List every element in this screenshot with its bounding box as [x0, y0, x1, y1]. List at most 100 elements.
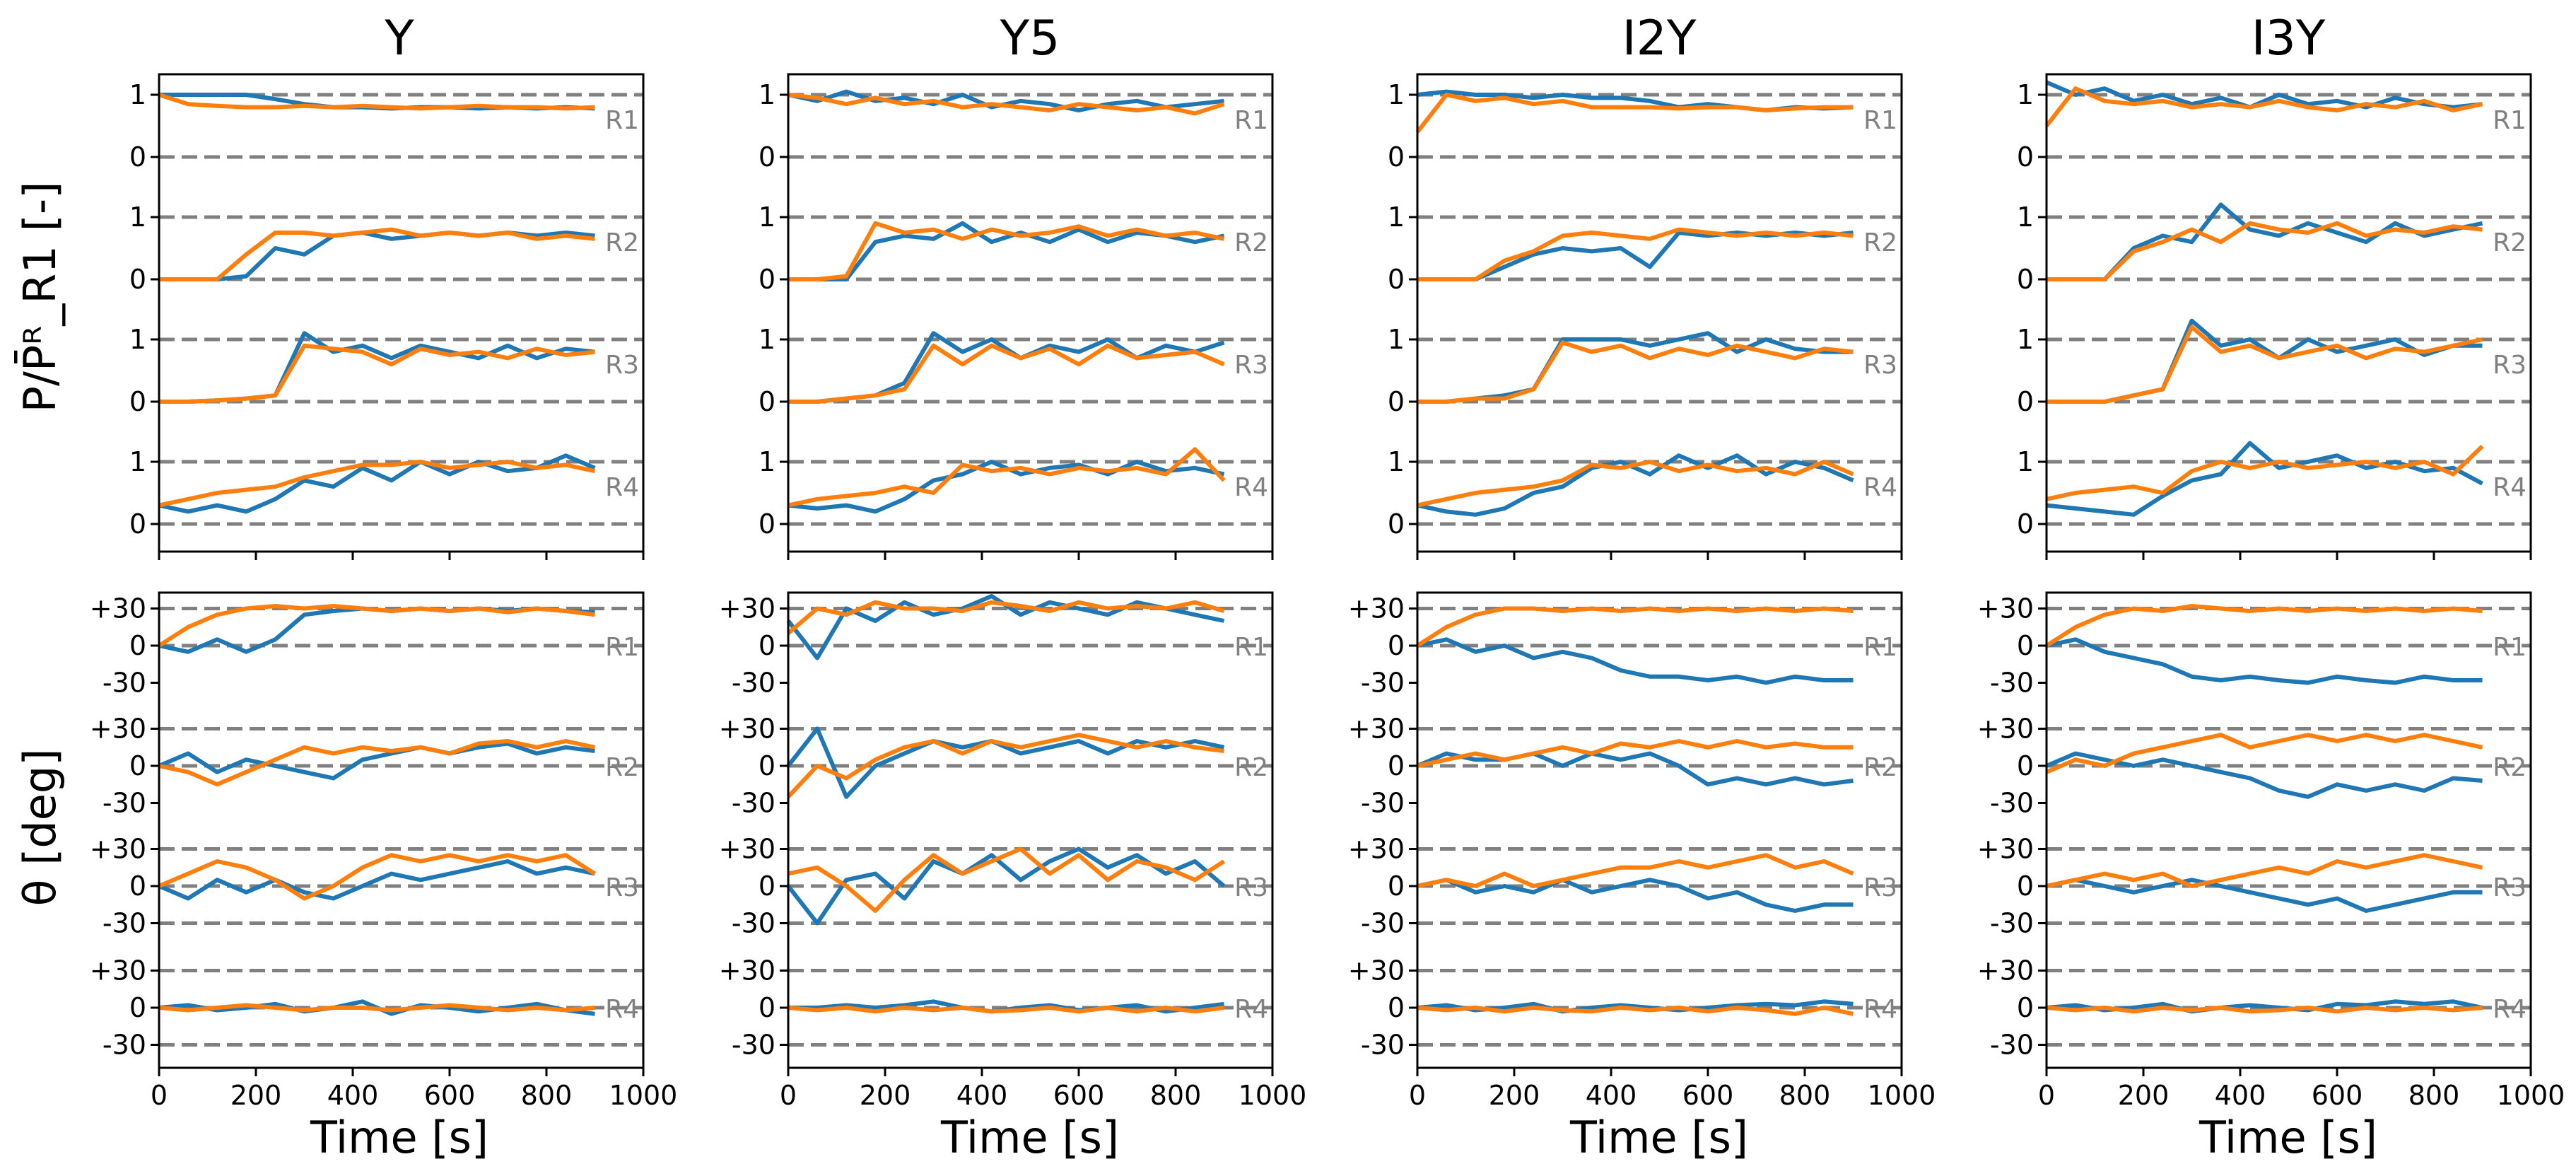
x-tick-label: 800: [521, 1080, 573, 1111]
series-line-r1-orange: [158, 604, 595, 648]
y-tick-label: +30: [1977, 593, 2034, 624]
series-line-r2-orange: [1417, 739, 1854, 768]
turbine-label: R2: [2493, 228, 2527, 257]
y-tick-label: 0: [759, 141, 775, 173]
y-tick-label: +30: [719, 714, 775, 745]
series-line-r3-orange: [159, 343, 595, 404]
y-tick-label: 0: [759, 992, 775, 1023]
series-line-r2-orange: [2045, 733, 2483, 774]
y-tick-label: 0: [759, 630, 775, 661]
series-line-r4-orange: [788, 1006, 1224, 1014]
y-tick-label: 0: [2017, 871, 2034, 902]
y-tick-label: 0: [129, 508, 146, 540]
y-tick-label: +30: [90, 593, 146, 624]
y-tick-label: 1: [129, 446, 146, 477]
x-axis-label: Time [s]: [310, 1112, 488, 1163]
y-tick-label: 0: [1388, 871, 1405, 902]
y-tick-label: 0: [2017, 264, 2034, 295]
turbine-label: R2: [1234, 228, 1268, 257]
y-tick-label: -30: [732, 908, 775, 939]
x-tick-label: 400: [327, 1080, 379, 1111]
series-line-r2-blue: [1416, 751, 1854, 787]
turbine-label: R4: [1863, 473, 1897, 502]
panels: R110R210R310R410R1+300-30R2+300-30R3+300…: [90, 73, 2565, 1111]
x-tick-label: 1000: [1868, 1080, 1936, 1111]
y-tick-label: 0: [759, 508, 775, 540]
turbine-label: R2: [605, 753, 639, 782]
turbine-label: R2: [605, 228, 639, 257]
y-tick-label: +30: [719, 593, 775, 624]
series-line-r3-orange: [788, 343, 1225, 404]
y-tick-label: 0: [129, 871, 146, 902]
series-line-r1-blue: [2046, 637, 2483, 685]
series-line-r4-orange: [158, 1003, 595, 1013]
x-tick-label: 600: [1682, 1080, 1734, 1111]
series-line-r3-orange: [2047, 325, 2483, 404]
turbine-label: R3: [2493, 873, 2527, 902]
x-tick-label: 200: [2118, 1080, 2170, 1111]
y-tick-label: 0: [129, 141, 146, 173]
turbine-label: R3: [1863, 873, 1897, 902]
x-tick-label: 1000: [2497, 1080, 2565, 1111]
y-tick-label: 0: [2017, 630, 2034, 661]
y-tick-label: 1: [2017, 446, 2034, 477]
y-tick-label: 1: [2017, 202, 2034, 233]
y-tick-label: 1: [1388, 79, 1405, 110]
x-axis-label: Time [s]: [2199, 1112, 2377, 1163]
y-tick-label: +30: [719, 955, 775, 986]
turbine-label: R4: [1234, 995, 1268, 1024]
series-line-r2-orange: [788, 221, 1225, 281]
series-line-r1-orange: [787, 600, 1225, 635]
y-tick-label: +30: [1977, 714, 2034, 745]
y-tick-label: -30: [1990, 788, 2034, 819]
series-line-r2-orange: [1417, 227, 1854, 281]
series-line-r1-orange: [788, 93, 1225, 116]
x-tick-label: 600: [424, 1080, 476, 1111]
series-line-r4-orange: [1417, 460, 1854, 508]
series-line-r1-orange: [1415, 93, 1854, 134]
series-line-r1-blue: [2045, 80, 2483, 110]
panel-frame: [2045, 73, 2532, 553]
y-tick-label: +30: [719, 834, 775, 865]
y-tick-label: 1: [1388, 202, 1405, 233]
turbine-label: R4: [1863, 995, 1897, 1024]
series-line-r1-orange: [1416, 606, 1854, 648]
column-title-i3y: I3Y: [2252, 11, 2326, 66]
y-tick-label: 0: [759, 871, 775, 902]
column-title-y: Y: [384, 11, 414, 66]
y-tick-label: -30: [732, 788, 775, 819]
x-axis-label: Time [s]: [940, 1112, 1119, 1163]
y-tick-label: 0: [129, 386, 146, 417]
y-tick-label: -30: [103, 668, 146, 699]
y-tick-label: 1: [759, 79, 775, 110]
panel-frame: [1416, 591, 1903, 1069]
y-tick-label: -30: [1990, 668, 2034, 699]
turbine-label: R3: [1234, 351, 1268, 380]
series-line-r4-orange: [2046, 1006, 2483, 1014]
y-tick-label: 0: [129, 992, 146, 1023]
y-tick-label: +30: [1977, 955, 2034, 986]
x-tick-label: 400: [1586, 1080, 1637, 1111]
series-line-r2-blue: [786, 726, 1225, 799]
series-line-r1-orange: [2044, 86, 2483, 127]
y-tick-label: 1: [129, 202, 146, 233]
panel-power-i3y: R1 1 0 R2 1 0 R3 1 0 R4 1 0: [2017, 73, 2532, 560]
y-tick-label: -30: [732, 668, 775, 699]
y-tick-label: 1: [759, 324, 775, 355]
y-tick-label: 0: [1388, 750, 1405, 781]
y-tick-label: 0: [759, 386, 775, 417]
x-tick-label: 200: [1489, 1080, 1540, 1111]
y-tick-label: +30: [90, 714, 146, 745]
x-tick-label: 200: [230, 1080, 282, 1111]
turbine-label: R3: [1863, 351, 1897, 380]
y-tick-label: -30: [1361, 788, 1405, 819]
series-line-r3-orange: [788, 846, 1226, 913]
y-tick-label: 0: [129, 630, 146, 661]
y-tick-label: 1: [2017, 324, 2034, 355]
y-tick-label: 0: [2017, 992, 2034, 1023]
x-tick-label: 800: [1779, 1080, 1831, 1111]
y-tick-label: -30: [1361, 1030, 1405, 1061]
